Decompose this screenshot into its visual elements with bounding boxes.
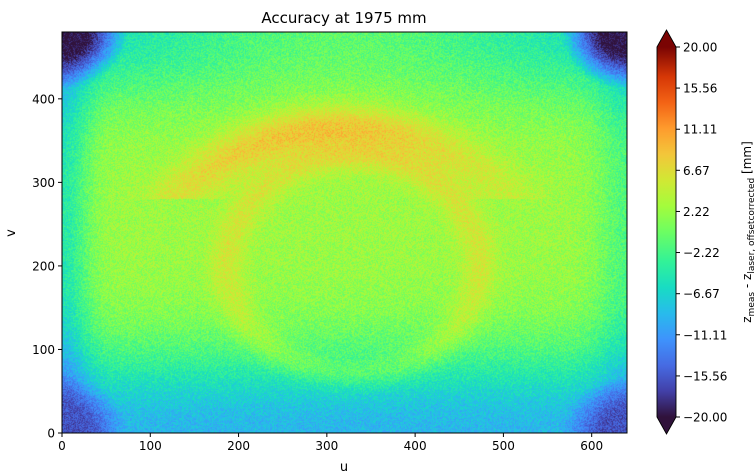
colorbar-tick-label: 2.22 (683, 205, 710, 219)
chart-title: Accuracy at 1975 mm (261, 9, 426, 27)
y-axis-label: v (4, 229, 19, 237)
y-axis: 0 100 200 300 400 (32, 92, 62, 441)
heatmap-plot-area (61, 31, 628, 434)
colorbar-tick-label: −20.00 (683, 411, 727, 425)
x-tick-label: 300 (315, 439, 338, 453)
y-tick-label: 400 (32, 92, 55, 106)
colorbar-extend-min (657, 417, 676, 434)
x-axis: 0 100 200 300 400 500 600 (58, 433, 603, 453)
colorbar-tick-label: 15.56 (683, 82, 717, 96)
x-tick-label: 100 (139, 439, 162, 453)
y-tick-label: 200 (32, 259, 55, 273)
colorbar-tick-label: −6.67 (683, 287, 720, 301)
colorbar-tick-label: −2.22 (683, 246, 720, 260)
y-tick-label: 100 (32, 343, 55, 357)
x-tick-label: 500 (492, 439, 515, 453)
x-tick-label: 600 (580, 439, 603, 453)
colorbar: 20.00 15.56 11.11 6.67 2.22 −2.22 −6.67 −11.11 −… (656, 29, 756, 435)
y-tick-label: 300 (32, 176, 55, 190)
colorbar-extend-max (657, 30, 676, 47)
colorbar-tick-label: −11.11 (683, 328, 727, 342)
x-tick-label: 200 (227, 439, 250, 453)
y-tick-label: 0 (47, 427, 55, 441)
x-axis-label: u (340, 460, 348, 473)
colorbar-tick-label: 20.00 (683, 41, 717, 55)
colorbar-tick-label: −15.56 (683, 369, 727, 383)
x-tick-label: 0 (58, 439, 66, 453)
colorbar-tick-label: 11.11 (683, 123, 717, 137)
x-tick-label: 400 (404, 439, 427, 453)
colorbar-tick-label: 6.67 (683, 164, 710, 178)
colorbar-label: zmeas - zlaser, offsetcorrected [mm] (740, 141, 756, 323)
heatmap-image (62, 32, 627, 433)
